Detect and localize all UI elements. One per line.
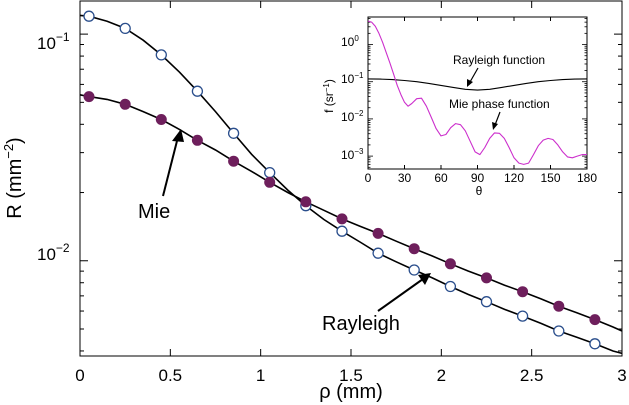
data-point-mie (589, 314, 601, 326)
data-point-rayleigh (155, 49, 167, 61)
annotation-mie-arrowhead (172, 129, 184, 142)
annotation-rayleigh-arrowhead (418, 273, 431, 285)
inset-x-axis-label: θ (476, 184, 483, 198)
annotation-mie-arrow (162, 136, 179, 197)
inset-curves (367, 20, 588, 165)
inset-xtick-label-1: 30 (398, 171, 412, 185)
data-point-rayleigh (336, 225, 348, 237)
data-point-mie (300, 196, 312, 208)
main-xtick-label-0: 0 (75, 366, 84, 385)
data-point-rayleigh (480, 296, 493, 308)
data-point-mie (228, 155, 240, 167)
data-point-mie (517, 286, 529, 298)
inset-curve-mie-phase-function (367, 20, 587, 165)
inset-axis-ticks: 0 30 60 90 120 150 180 (365, 17, 597, 185)
annotation-mie: Mie (138, 201, 170, 223)
main-xtick-label-5: 2.5 (520, 366, 544, 385)
main-xtick-label-2: 1 (256, 366, 265, 385)
data-point-mie (155, 114, 167, 125)
main-xtick-label-3: 1.5 (339, 366, 363, 385)
inset-y-axis-label: f (sr−1) (322, 79, 336, 113)
data-point-mie (553, 300, 565, 312)
data-point-rayleigh (553, 325, 565, 337)
inset-xtick-label-4: 120 (504, 171, 524, 185)
inset-xtick-label-6: 180 (577, 171, 597, 185)
inset-annotation-rayleigh: Rayleigh function (453, 53, 545, 67)
main-axis-ticks: 0 0.5 1 1.5 2 2.5 3 (75, 1, 627, 385)
main-ytick-label-0: 10−1 (37, 30, 70, 53)
data-point-mie (264, 176, 276, 188)
inset-xtick-label-2: 60 (434, 171, 448, 185)
inset-curve-rayleigh-function (367, 78, 588, 91)
inset-xtick-label-3: 90 (471, 171, 485, 185)
data-point-mie (372, 227, 384, 239)
inset-xtick-label-5: 150 (540, 171, 560, 185)
data-point-rayleigh (83, 10, 95, 22)
data-point-mie (444, 258, 456, 270)
inset-annotation-mie-arrow (494, 111, 501, 126)
data-point-rayleigh (408, 264, 420, 276)
main-xtick-label-4: 2 (437, 366, 446, 385)
inset-ytick-label-0: 100 (341, 34, 359, 49)
main-ytick-exp-0: −1 (56, 30, 70, 44)
inset-annotation-mie-arrowhead (492, 122, 498, 130)
data-point-mie (481, 272, 492, 284)
main-xtick-label-1: 0.5 (159, 366, 183, 385)
data-point-rayleigh (191, 85, 204, 97)
inset-ytick-label-1: 10−1 (341, 71, 364, 86)
data-point-rayleigh (264, 166, 276, 179)
data-point-mie (408, 243, 420, 255)
main-x-axis-label: ρ (mm) (319, 381, 383, 403)
data-point-rayleigh (589, 338, 601, 350)
data-point-rayleigh (227, 127, 240, 139)
main-ytick-exp-1: −2 (56, 241, 70, 255)
annotation-rayleigh: Rayleigh (322, 313, 400, 335)
main-y-axis-label-exp: −2 (1, 144, 16, 159)
inset-ytick-label-2: 10−2 (341, 109, 364, 124)
inset-annotation-rayleigh-arrow (469, 67, 479, 83)
main-markers (83, 10, 601, 350)
annotation-rayleigh-arrow (377, 278, 424, 312)
main-ytick-label-1: 10−2 (37, 241, 70, 264)
data-point-rayleigh (444, 280, 457, 293)
main-xtick-label-6: 3 (617, 366, 626, 385)
data-point-mie (191, 134, 203, 146)
data-point-mie (83, 91, 95, 103)
inset-annotation-mie: Mie phase function (449, 97, 550, 111)
inset-annotation-rayleigh-arrowhead (467, 79, 473, 87)
inset-ytick-label-3: 10−3 (341, 147, 364, 162)
inset-background (368, 17, 587, 169)
data-point-mie (336, 213, 348, 225)
main-y-axis-label: R (mm−2) (1, 137, 26, 218)
inset-xtick-label-0: 0 (365, 171, 372, 185)
data-point-mie (119, 98, 131, 110)
data-point-rayleigh (119, 22, 131, 35)
data-point-rayleigh (372, 247, 384, 259)
inset-chart: 0 30 60 90 120 150 180 100 10−1 10−2 10−3 θ f … (322, 16, 597, 198)
data-point-rayleigh (516, 310, 529, 322)
